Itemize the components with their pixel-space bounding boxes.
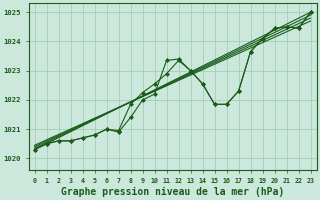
- X-axis label: Graphe pression niveau de la mer (hPa): Graphe pression niveau de la mer (hPa): [61, 186, 284, 197]
